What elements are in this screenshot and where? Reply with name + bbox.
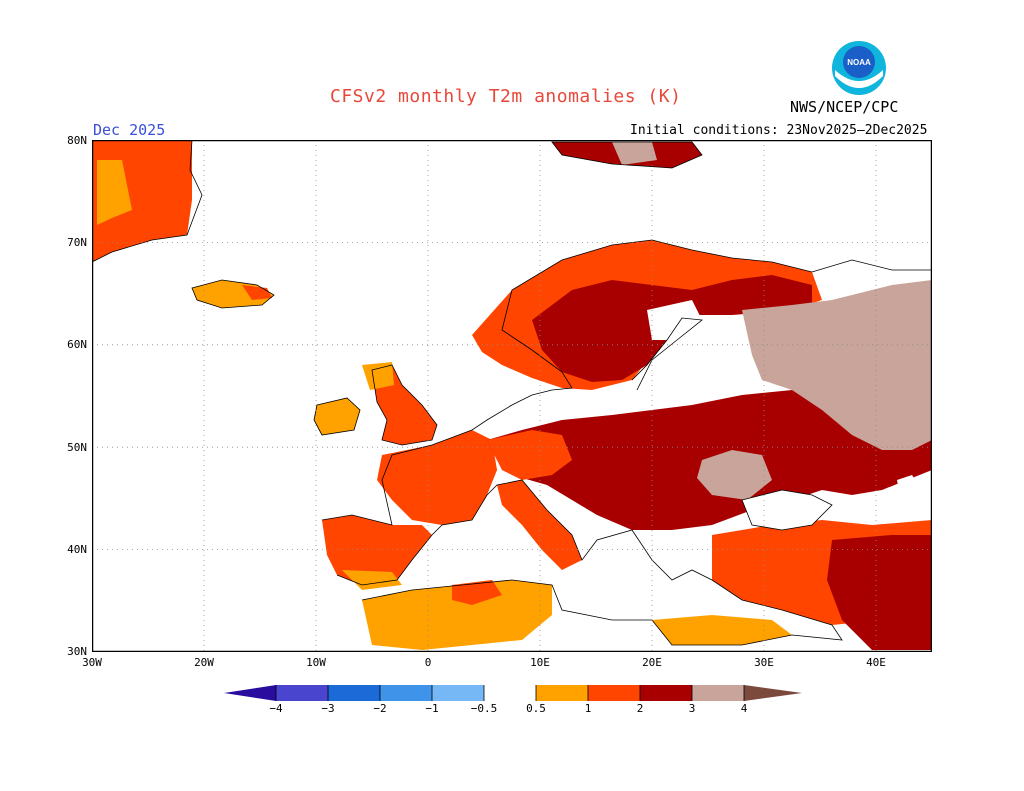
region-egypt-coast [652,615,792,645]
agency-label: NWS/NCEP/CPC [790,98,899,116]
noaa-logo: NOAA [832,41,886,95]
colorbar-p1-2 [588,685,640,701]
colorbar-label-p3: 3 [688,702,696,715]
region-scotland-weak [362,362,394,390]
coastline-baltic [631,317,704,391]
colorbar-p3-4 [692,685,744,701]
graticule [92,140,932,652]
region-middle-east-hot [827,535,932,650]
region-greenland-weak [97,160,132,225]
colorbar-label-m2: −2 [373,702,387,715]
anomaly-map [92,140,932,652]
lon-label-30e: 30E [754,656,774,669]
region-ireland [314,398,360,435]
region-black-sea [742,490,832,530]
colorbar-dividers [275,685,745,701]
colorbar-label-p05: 0.5 [526,702,546,715]
colorbar-label-p2: 2 [636,702,644,715]
region-germany-warm [487,430,572,480]
coastline-britain [371,364,438,446]
region-finland-lakes [647,300,702,340]
map-frame [92,140,932,652]
colorbar-neutral [484,685,536,701]
colorbar-label-m3: −3 [321,702,335,715]
lat-label-50n: 50N [67,441,87,454]
lon-label-10e: 10E [530,656,550,669]
anomaly-fields [92,140,932,650]
coastlines [92,140,932,646]
region-north-africa-warm [452,580,502,605]
region-russia-hot [742,280,932,450]
coastline-greenland [92,140,203,263]
lon-label-0: 0 [424,656,432,669]
lon-label-10w: 10W [306,656,326,669]
noaa-logo-wave [835,70,883,88]
region-italy [497,480,582,570]
region-iberia-south [342,570,402,590]
noaa-logo-inner [843,46,875,78]
colorbar-label-p4: 4 [740,702,748,715]
colorbar-p2-3 [640,685,692,701]
region-iceland-warm [242,285,272,300]
colorbar-m3-m2 [328,685,380,701]
colorbar-label-m1: −1 [425,702,439,715]
noaa-logo-text: NOAA [847,58,871,67]
lon-label-40e: 40E [866,656,886,669]
colorbar-lt-m4 [224,685,276,701]
colorbar-label-m4: −4 [269,702,283,715]
colorbar-label-p1: 1 [584,702,592,715]
colorbar-p05-1 [536,685,588,701]
lat-label-30n: 30N [67,645,87,658]
initial-conditions: Initial conditions: 23Nov2025–2Dec2025 [630,123,928,138]
colorbar-gt-4 [744,685,802,701]
region-caspian [897,475,922,510]
lon-label-30w: 30W [82,656,102,669]
lat-label-80n: 80N [67,134,87,147]
colorbar-m2-m1 [380,685,432,701]
lon-label-20w: 20W [194,656,214,669]
coastline-ireland [313,397,361,436]
colorbar [224,685,802,701]
coastline-europe [321,239,932,526]
region-france [377,430,497,525]
lat-label-60n: 60N [67,338,87,351]
coastline-black-sea [741,489,833,531]
lon-label-20e: 20E [642,656,662,669]
coastline-iceland [191,279,275,309]
coastline-svalbard [551,141,703,169]
forecast-period: Dec 2025 [93,121,166,139]
region-svalbard-hot [612,142,657,165]
colorbar-m4-m3 [276,685,328,701]
colorbar-m1-m05 [432,685,484,701]
region-north-africa [362,580,552,650]
coastline-mediterranean [336,479,843,646]
plot-title: CFSv2 monthly T2m anomalies (K) [330,86,682,107]
lat-label-40n: 40N [67,543,87,556]
colorbar-label-m05: −0.5 [470,702,498,715]
lat-label-70n: 70N [67,236,87,249]
region-black-sea-coast-hot [697,450,772,500]
